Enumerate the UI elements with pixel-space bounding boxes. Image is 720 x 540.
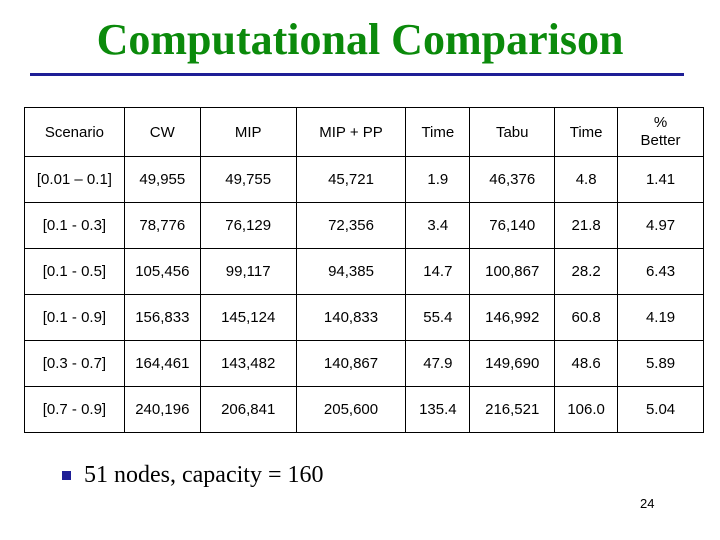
header-tabu-time: Time — [554, 107, 619, 157]
cell-mip-pp: 140,833 — [295, 294, 407, 341]
cell-percent-better: 6.43 — [617, 248, 704, 295]
table-row: [0.7 - 0.9] 240,196 206,841 205,600 135.… — [24, 386, 704, 433]
header-time: Time — [405, 107, 471, 157]
cell-scenario: [0.01 – 0.1] — [24, 156, 125, 203]
cell-tabu: 216,521 — [469, 386, 556, 433]
bullet-text: 51 nodes, capacity = 160 — [84, 462, 324, 488]
table-row: [0.1 - 0.3] 78,776 76,129 72,356 3.4 76,… — [24, 202, 704, 249]
title-underline — [30, 73, 684, 76]
cell-scenario: [0.3 - 0.7] — [24, 340, 125, 387]
cell-tabu-time: 28.2 — [554, 248, 619, 295]
cell-mip: 99,117 — [199, 248, 297, 295]
cell-tabu: 146,992 — [469, 294, 556, 341]
cell-cw: 240,196 — [123, 386, 201, 433]
cell-mip-pp: 205,600 — [295, 386, 407, 433]
header-percent-better-label: % Better — [640, 114, 681, 149]
cell-time: 135.4 — [405, 386, 471, 433]
cell-cw: 164,461 — [123, 340, 201, 387]
header-cw: CW — [123, 107, 201, 157]
cell-percent-better: 5.04 — [617, 386, 704, 433]
table-row: [0.1 - 0.9] 156,833 145,124 140,833 55.4… — [24, 294, 704, 341]
header-mip: MIP — [199, 107, 297, 157]
cell-tabu-time: 21.8 — [554, 202, 619, 249]
cell-percent-better: 5.89 — [617, 340, 704, 387]
cell-mip-pp: 72,356 — [295, 202, 407, 249]
cell-scenario: [0.1 - 0.9] — [24, 294, 125, 341]
cell-tabu: 149,690 — [469, 340, 556, 387]
table-row: [0.01 – 0.1] 49,955 49,755 45,721 1.9 46… — [24, 156, 704, 203]
cell-tabu-time: 4.8 — [554, 156, 619, 203]
cell-percent-better: 1.41 — [617, 156, 704, 203]
cell-scenario: [0.7 - 0.9] — [24, 386, 125, 433]
cell-tabu: 100,867 — [469, 248, 556, 295]
header-mip-pp: MIP + PP — [295, 107, 407, 157]
comparison-table: Scenario CW MIP MIP + PP Time Tabu Time … — [24, 107, 704, 433]
bullet-point: 51 nodes, capacity = 160 — [62, 462, 323, 489]
cell-mip-pp: 45,721 — [295, 156, 407, 203]
cell-tabu: 76,140 — [469, 202, 556, 249]
cell-time: 14.7 — [405, 248, 471, 295]
cell-time: 1.9 — [405, 156, 471, 203]
header-tabu: Tabu — [469, 107, 556, 157]
table-row: [0.3 - 0.7] 164,461 143,482 140,867 47.9… — [24, 340, 704, 387]
cell-scenario: [0.1 - 0.5] — [24, 248, 125, 295]
slide-title: Computational Comparison — [96, 15, 624, 64]
cell-cw: 156,833 — [123, 294, 201, 341]
cell-mip: 143,482 — [199, 340, 297, 387]
cell-scenario: [0.1 - 0.3] — [24, 202, 125, 249]
cell-mip: 145,124 — [199, 294, 297, 341]
cell-mip-pp: 94,385 — [295, 248, 407, 295]
cell-cw: 105,456 — [123, 248, 201, 295]
cell-mip: 206,841 — [199, 386, 297, 433]
cell-percent-better: 4.97 — [617, 202, 704, 249]
cell-cw: 49,955 — [123, 156, 201, 203]
header-scenario: Scenario — [24, 107, 125, 157]
page-number: 24 — [640, 496, 655, 511]
cell-tabu-time: 48.6 — [554, 340, 619, 387]
cell-cw: 78,776 — [123, 202, 201, 249]
cell-mip-pp: 140,867 — [295, 340, 407, 387]
cell-tabu-time: 106.0 — [554, 386, 619, 433]
header-percent-better: % Better — [617, 107, 704, 157]
cell-time: 3.4 — [405, 202, 471, 249]
cell-tabu-time: 60.8 — [554, 294, 619, 341]
table-row: [0.1 - 0.5] 105,456 99,117 94,385 14.7 1… — [24, 248, 704, 295]
cell-mip: 76,129 — [199, 202, 297, 249]
cell-tabu: 46,376 — [469, 156, 556, 203]
cell-percent-better: 4.19 — [617, 294, 704, 341]
square-bullet-icon — [62, 471, 71, 480]
cell-time: 55.4 — [405, 294, 471, 341]
cell-mip: 49,755 — [199, 156, 297, 203]
cell-time: 47.9 — [405, 340, 471, 387]
table-header-row: Scenario CW MIP MIP + PP Time Tabu Time … — [24, 107, 704, 157]
